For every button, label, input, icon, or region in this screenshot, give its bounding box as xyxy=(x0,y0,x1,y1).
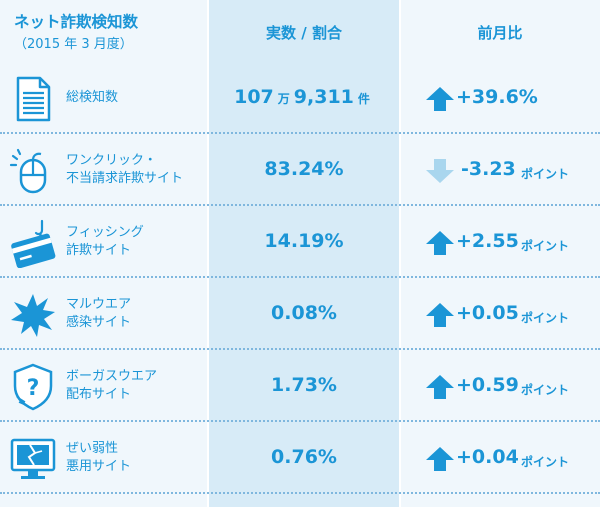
arrow-down-icon xyxy=(426,159,454,183)
column-bg-value xyxy=(208,0,400,507)
svg-text:?: ? xyxy=(27,376,40,401)
row-label: ボーガスウエア 配布サイト xyxy=(66,369,158,402)
header-title: ネット詐欺検知数 xyxy=(14,13,139,31)
broken-monitor-icon xyxy=(10,438,56,479)
row-value: 14.19% xyxy=(264,230,344,252)
row-value: 1.73% xyxy=(271,374,337,396)
header-value-column: 実数 / 割合 xyxy=(266,24,342,42)
row-value: 107 万 9,311 件 xyxy=(208,86,400,108)
column-divider xyxy=(207,0,209,507)
change-value: -3.23 xyxy=(461,158,516,180)
arrow-up-icon xyxy=(426,231,454,255)
row-label: フィッシング 詐欺サイト xyxy=(66,225,144,258)
row-value: 0.76% xyxy=(271,446,337,468)
header-subtitle: （2015 年 3 月度） xyxy=(14,37,133,52)
value-number: 9,311 xyxy=(293,86,354,108)
row-label: マルウエア 感染サイト xyxy=(66,297,132,330)
document-icon xyxy=(16,76,51,122)
row-value: 83.24% xyxy=(264,158,344,180)
arrow-up-icon xyxy=(426,447,454,471)
value-unit: 万 xyxy=(277,92,290,106)
change-value: +39.6% xyxy=(456,86,538,108)
mouse-click-icon xyxy=(9,148,47,194)
malware-burst-icon xyxy=(11,294,55,337)
credit-card-hook-icon xyxy=(11,219,56,268)
arrow-up-icon xyxy=(426,87,454,111)
column-divider xyxy=(399,0,401,507)
header-change-column: 前月比 xyxy=(477,24,523,42)
change-unit: ポイント xyxy=(521,239,570,253)
table-row-phishing: フィッシング 詐欺サイト 14.19% +2.55 ポイント xyxy=(0,206,600,278)
change-unit: ポイント xyxy=(521,455,570,469)
table-row-vulnerability: ぜい弱性 悪用サイト 0.76% +0.04 ポイント xyxy=(0,422,600,494)
change-value: +0.59 xyxy=(456,374,519,396)
value-number: 107 xyxy=(234,86,274,108)
change-value: +0.04 xyxy=(456,446,519,468)
row-label: ぜい弱性 悪用サイト xyxy=(66,441,132,474)
row-label: ワンクリック・ 不当請求詐欺サイト xyxy=(66,153,184,186)
change-unit: ポイント xyxy=(521,167,570,181)
column-bg-change xyxy=(400,0,600,507)
table-row-total: 総検知数 107 万 9,311 件 +39.6% xyxy=(0,62,600,134)
table-header: ネット詐欺検知数 （2015 年 3 月度） 実数 / 割合 前月比 xyxy=(0,0,600,62)
question-shield-icon: ? xyxy=(13,363,53,411)
arrow-up-icon xyxy=(426,303,454,327)
change-unit: ポイント xyxy=(521,383,570,397)
row-value: 0.08% xyxy=(271,302,337,324)
arrow-up-icon xyxy=(426,375,454,399)
change-value: +0.05 xyxy=(456,302,519,324)
table-row-bogusware: ? ボーガスウエア 配布サイト 1.73% +0.59 ポイント xyxy=(0,350,600,422)
change-unit: ポイント xyxy=(521,311,570,325)
table-row-malware: マルウエア 感染サイト 0.08% +0.05 ポイント xyxy=(0,278,600,350)
table-row-one-click: ワンクリック・ 不当請求詐欺サイト 83.24% -3.23 ポイント xyxy=(0,134,600,206)
change-value: +2.55 xyxy=(456,230,519,252)
row-label: 総検知数 xyxy=(66,90,119,105)
value-unit: 件 xyxy=(357,92,370,106)
